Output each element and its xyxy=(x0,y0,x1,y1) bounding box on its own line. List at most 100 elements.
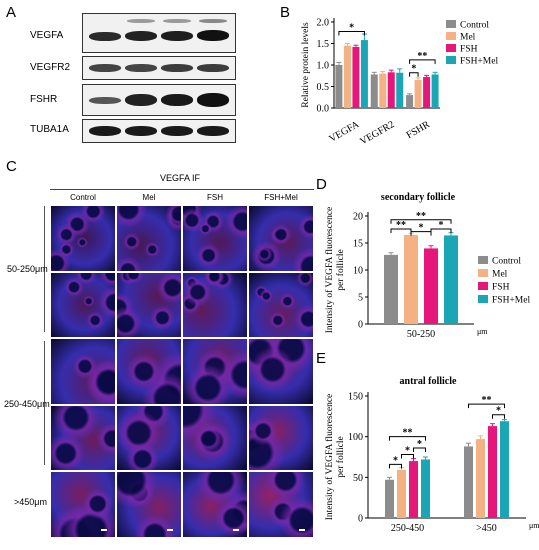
chart-d-title: secondary follicle xyxy=(381,192,456,203)
chart-b-bar xyxy=(343,45,351,108)
chart-b-ytick-label: 2.0 xyxy=(317,18,330,29)
chart-d-legend-swatch xyxy=(478,282,488,290)
chart-e-ylabel: per follicle xyxy=(335,436,346,477)
chart-e-ytick-label: 0 xyxy=(358,514,363,525)
blot-label-vegfa: VEGFA xyxy=(30,30,64,41)
chart-e-significance-mark: * xyxy=(393,455,398,466)
chart-d-legend-label: Control xyxy=(492,257,521,267)
chart-e-bar xyxy=(397,470,406,518)
chart-b-significance-bracket xyxy=(409,59,436,64)
chart-e-bar xyxy=(421,459,430,518)
chart-d-significance-bracket xyxy=(430,228,452,233)
chart-d-x-unit: μm xyxy=(477,327,488,336)
chart-b-ylabel: Relative protein levels xyxy=(301,22,311,108)
blot-fshr xyxy=(82,84,236,116)
chart-b-ytick-label: 1.5 xyxy=(317,39,330,50)
chart-d-ylabel: Intensity of VEGFA fluorescence xyxy=(324,207,335,334)
blot-vegfr2 xyxy=(82,56,236,80)
if-image-tile xyxy=(248,338,314,405)
chart-b-legend-swatch xyxy=(446,20,456,28)
chart-b-ytick-label: 0.5 xyxy=(317,82,330,93)
if-image-tile xyxy=(116,271,182,338)
chart-d-significance-mark: ** xyxy=(396,220,406,231)
if-col-label-mel: Mel xyxy=(142,193,156,202)
if-image-tile xyxy=(50,205,116,272)
chart-b-bar xyxy=(352,46,360,108)
chart-b-bar xyxy=(360,40,368,109)
chart-b-significance-bracket xyxy=(409,72,419,77)
chart-d-significance-bracket xyxy=(390,228,412,233)
if-image-tile xyxy=(248,205,314,272)
if-image-tile xyxy=(116,404,182,471)
if-title: VEGFA IF xyxy=(160,173,201,183)
chart-e-title: antral follicle xyxy=(400,376,457,387)
if-image-tile xyxy=(182,404,248,471)
chart-b-bar xyxy=(406,95,414,108)
panel-b-label: B xyxy=(280,4,291,21)
blot-label-fshr: FSHR xyxy=(30,94,58,105)
chart-d-legend-label: FSH xyxy=(492,283,510,293)
chart-e-bar xyxy=(464,446,473,518)
chart-e-significance-mark: * xyxy=(417,439,422,450)
chart-b-category-label: VEGFR2 xyxy=(358,119,396,147)
chart-d-significance-bracket xyxy=(410,231,432,236)
if-image-tile xyxy=(248,471,314,538)
chart-d-bar xyxy=(444,235,458,324)
chart-b-bar xyxy=(387,72,395,108)
chart-d-significance-mark: * xyxy=(439,220,444,231)
chart-d-ytick-label: 10 xyxy=(353,266,363,277)
chart-d-legend-swatch xyxy=(478,269,488,277)
if-row-label-50-250: 50-250μm xyxy=(7,264,48,274)
if-title-underline xyxy=(50,189,314,190)
chart-d-bar xyxy=(384,254,398,324)
chart-b-legend-label: FSH xyxy=(460,45,478,55)
chart-b-category-label: VEGFA xyxy=(327,119,361,145)
chart-d-ytick-label: 5 xyxy=(358,293,363,304)
blot-label-tuba1a: TUBA1A xyxy=(30,124,69,135)
chart-d-bar xyxy=(404,234,418,324)
chart-b-relative-protein-levels: Relative protein levels 0.0 0.5 1.0 1.5 2.0 VE… xyxy=(301,18,498,148)
chart-b-significance-mark: * xyxy=(349,22,354,33)
chart-e-significance-bracket xyxy=(468,403,505,409)
chart-d-ytick-label: 20 xyxy=(353,212,363,223)
chart-e-significance-bracket xyxy=(389,436,426,441)
chart-d-secondary-follicle: secondary follicle Intensity of VEGFA flu… xyxy=(324,192,530,340)
panel-a-label: A xyxy=(6,4,17,21)
chart-e-category-label: 250-450 xyxy=(391,523,424,534)
if-row-label-250-450: 250-450μm xyxy=(4,399,50,409)
chart-e-bar xyxy=(488,426,497,518)
chart-e-significance-bracket xyxy=(401,454,414,459)
chart-e-category-label: >450 xyxy=(476,523,497,534)
if-col-label-fsh: FSH xyxy=(207,193,223,202)
chart-d-legend-swatch xyxy=(478,256,488,264)
chart-b-legend-label: Mel xyxy=(460,33,476,43)
chart-b-legend-swatch xyxy=(446,32,456,40)
if-image-tile xyxy=(116,338,182,405)
chart-e-significance-bracket xyxy=(492,414,505,419)
chart-b-significance-mark: ** xyxy=(417,51,427,62)
blot-vegfa xyxy=(82,13,236,53)
chart-d-significance-bracket xyxy=(390,219,452,224)
if-image-tile xyxy=(248,271,314,338)
chart-e-bar xyxy=(500,421,509,518)
chart-b-bar xyxy=(379,73,387,108)
if-image-tile xyxy=(50,404,116,471)
chart-b-significance-bracket xyxy=(338,30,365,36)
if-image-tile xyxy=(116,205,182,272)
panel-d-label: D xyxy=(316,176,327,193)
if-col-label-fsh-mel: FSH+Mel xyxy=(264,193,298,202)
chart-b-legend-label: Control xyxy=(460,21,489,31)
chart-b-significance-mark: * xyxy=(411,64,416,75)
chart-b-ytick-label: 0.0 xyxy=(317,104,330,115)
chart-b-bar xyxy=(335,65,343,108)
chart-b-bar xyxy=(396,72,404,108)
chart-d-ylabel: per follicle xyxy=(335,249,346,290)
chart-d-ytick-label: 15 xyxy=(353,239,363,250)
chart-e-bar xyxy=(476,439,485,518)
scale-bar xyxy=(233,528,239,531)
chart-e-significance-bracket xyxy=(389,463,402,469)
chart-b-category-label: FSHR xyxy=(405,119,432,141)
if-image-tile xyxy=(50,471,116,538)
if-image-tile xyxy=(50,271,116,338)
chart-e-bar xyxy=(409,461,418,518)
